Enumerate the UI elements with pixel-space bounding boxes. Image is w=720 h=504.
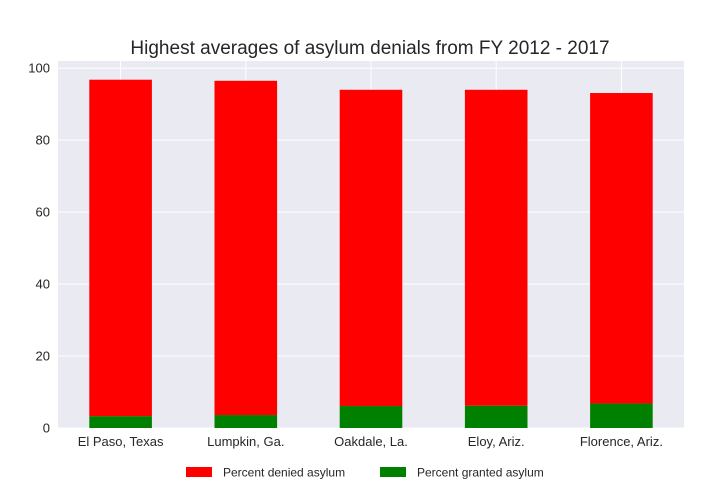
y-tick-label: 40 [36,277,50,292]
legend-label: Percent denied asylum [223,466,345,480]
x-axis: El Paso, Texas Lumpkin, Ga. Oakdale, La. El… [78,434,663,449]
x-tick-label: Lumpkin, Ga. [207,434,284,449]
legend: Percent denied asylum Percent granted asy… [186,466,544,480]
legend-swatch [380,467,406,477]
y-tick-label: 100 [28,61,50,76]
y-tick-label: 20 [36,349,50,364]
chart-title: Highest averages of asylum denials from … [130,38,609,59]
bar-segment [89,416,152,428]
x-tick-label: El Paso, Texas [78,434,164,449]
bar-segment [339,406,403,428]
bar-segment [214,415,278,428]
bar-segment [590,93,653,404]
y-tick-label: 80 [36,133,50,148]
legend-label: Percent granted asylum [417,466,544,480]
bar-segment [214,80,278,416]
bar-segment [89,79,152,417]
bar-segment [590,403,653,428]
bars [89,79,653,428]
bar-segment [464,89,528,406]
x-tick-label: Florence, Ariz. [580,434,663,449]
y-tick-label: 0 [43,421,50,436]
legend-swatch [186,467,212,477]
bar-segment [464,405,528,428]
y-tick-label: 60 [36,205,50,220]
bar-segment [339,89,403,407]
x-tick-label: Oakdale, La. [334,434,408,449]
y-axis: 0 20 40 60 80 100 [28,61,50,436]
x-tick-label: Eloy, Ariz. [468,434,525,449]
